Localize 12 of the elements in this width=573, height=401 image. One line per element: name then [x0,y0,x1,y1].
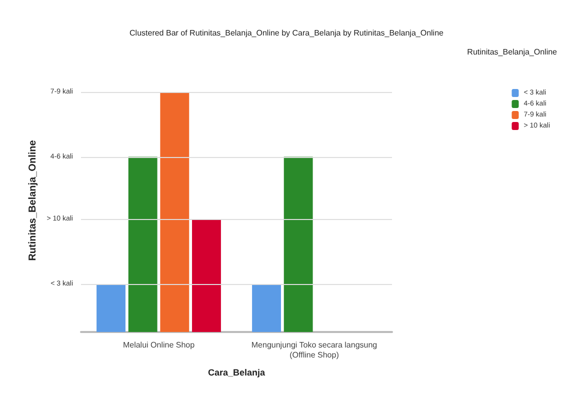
legend-title: Rutinitas_Belanja_Online [467,48,558,56]
bar [252,284,281,332]
bar [160,92,190,332]
bar [96,284,126,332]
bar [192,219,221,332]
bar [128,156,158,332]
x-tick-label: Melalui Online Shop [122,340,196,350]
x-tick-label: Mengunjungi Toko secara langsung (Offline Shop) [251,340,378,360]
chart-title: Clustered Bar of Rutinitas_Belanja_Online by Cara_Belanja by Rutinitas_Belanja_Online [130,28,444,38]
y-axis-title: Rutinitas_Belanja_Online [28,140,38,261]
x-axis-title: Cara_Belanja [208,368,266,378]
bar [284,156,313,332]
